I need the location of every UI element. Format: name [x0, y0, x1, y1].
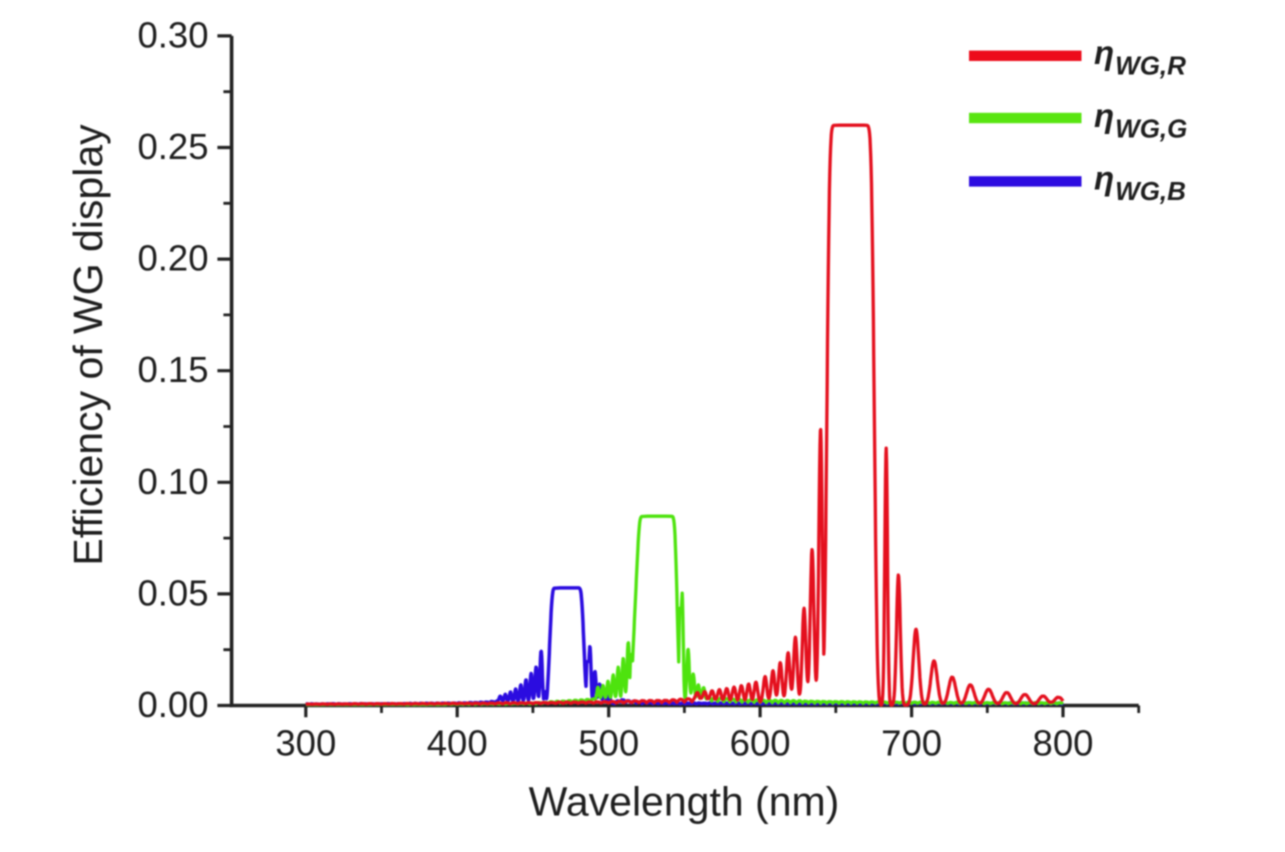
svg-text:ηWG,G: ηWG,G: [1094, 97, 1187, 143]
svg-text:ηWG,B: ηWG,B: [1094, 160, 1186, 206]
svg-text:0.20: 0.20: [137, 238, 208, 279]
svg-text:Efficiency of WG display: Efficiency of WG display: [65, 124, 111, 566]
svg-text:500: 500: [578, 723, 639, 764]
svg-text:Wavelength (nm): Wavelength (nm): [529, 778, 840, 824]
svg-text:700: 700: [881, 723, 942, 764]
svg-text:ηWG,R: ηWG,R: [1094, 34, 1186, 80]
svg-text:0.30: 0.30: [137, 14, 208, 55]
svg-text:600: 600: [730, 723, 791, 764]
svg-text:0.25: 0.25: [137, 126, 208, 167]
svg-text:800: 800: [1033, 723, 1094, 764]
svg-text:0.15: 0.15: [137, 349, 208, 390]
svg-text:0.10: 0.10: [137, 461, 208, 502]
svg-text:0.00: 0.00: [137, 684, 208, 725]
svg-text:0.05: 0.05: [137, 572, 208, 613]
svg-text:300: 300: [275, 723, 336, 764]
svg-text:400: 400: [427, 723, 488, 764]
